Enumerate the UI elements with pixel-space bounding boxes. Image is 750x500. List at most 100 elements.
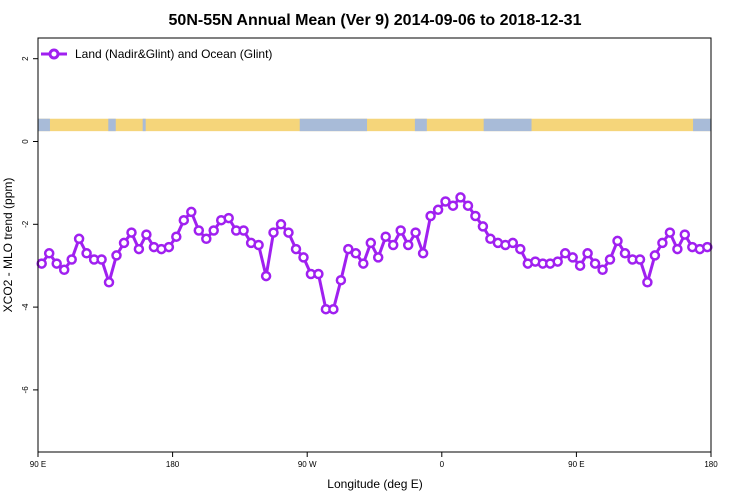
data-point <box>73 233 85 245</box>
data-point <box>455 192 466 203</box>
surface-type-strip <box>38 118 711 132</box>
series-layer <box>36 192 713 315</box>
data-point <box>417 248 429 259</box>
legend-marker-swatch <box>48 48 60 60</box>
data-point <box>559 248 571 259</box>
data-point <box>350 248 362 259</box>
data-point <box>402 239 414 251</box>
data-point <box>163 241 175 253</box>
data-point <box>372 252 384 263</box>
data-point <box>477 221 489 232</box>
data-point <box>260 270 272 282</box>
data-point <box>447 200 459 211</box>
data-point <box>66 254 77 265</box>
data-point <box>111 250 122 261</box>
data-point <box>335 274 347 286</box>
data-point <box>672 243 683 255</box>
x-axis-label: Longitude (deg E) <box>327 477 422 491</box>
data-point <box>358 258 369 269</box>
data-point <box>133 243 145 255</box>
data-point <box>193 225 205 236</box>
data-point <box>36 258 47 269</box>
x-tick-label: 180 <box>704 460 718 469</box>
data-point <box>470 210 481 222</box>
data-point <box>597 264 608 276</box>
data-point <box>283 227 294 238</box>
data-point <box>238 225 249 236</box>
data-point <box>290 243 302 255</box>
data-point <box>507 237 519 249</box>
data-point <box>410 227 421 238</box>
data-point <box>208 225 219 236</box>
data-point <box>328 303 339 315</box>
y-tick-label: -2 <box>21 220 30 228</box>
y-axis-label: XCO2 - MLO trend (ppm) <box>1 178 15 313</box>
x-tick-label: 0 <box>440 460 445 469</box>
data-point <box>201 233 212 245</box>
data-point <box>657 237 668 249</box>
data-point <box>141 229 152 240</box>
x-tick-label: 90 W <box>298 460 317 469</box>
y-tick-label: 2 <box>21 56 30 61</box>
data-point <box>702 241 713 253</box>
data-point <box>253 239 264 251</box>
data-point <box>343 243 354 255</box>
data-point <box>298 252 309 263</box>
data-point <box>96 254 107 265</box>
data-point <box>515 243 526 255</box>
strip-ocean-segment <box>142 118 146 132</box>
data-point <box>440 196 451 207</box>
data-point <box>58 264 70 276</box>
data-point <box>51 258 62 269</box>
y-tick-label: 0 <box>21 139 30 144</box>
data-point <box>380 231 391 242</box>
data-point <box>268 227 279 238</box>
legend: Land (Nadir&Glint) and Ocean (Glint) <box>41 47 272 61</box>
data-point <box>186 206 197 218</box>
strip-ocean-segment <box>483 118 532 132</box>
strip-land <box>38 118 711 132</box>
x-axis-ticks: 90 E 180 90 W 0 90 E 180 <box>30 452 718 469</box>
data-point <box>567 252 578 263</box>
data-point <box>275 219 287 230</box>
data-point <box>462 200 474 211</box>
x-tick-label: 180 <box>166 460 180 469</box>
data-point <box>642 277 653 288</box>
data-point <box>612 235 623 247</box>
data-point <box>604 254 616 265</box>
data-point <box>103 277 115 288</box>
data-point <box>589 258 601 269</box>
x-tick-label: 90 E <box>30 460 46 469</box>
data-point <box>649 250 661 261</box>
data-point <box>582 248 593 259</box>
data-point <box>118 237 130 249</box>
data-point <box>313 268 324 280</box>
data-point <box>574 260 586 271</box>
data-point <box>619 248 631 259</box>
data-point <box>43 248 55 259</box>
strip-ocean-segment <box>414 118 427 132</box>
x-tick-label: 90 E <box>568 460 584 469</box>
data-point <box>664 227 676 238</box>
y-axis-ticks: 2 0 -2 -4 -6 <box>21 56 38 394</box>
data-point <box>395 225 406 236</box>
data-point <box>425 210 436 222</box>
data-point <box>171 231 182 242</box>
chart-title: 50N-55N Annual Mean (Ver 9) 2014-09-06 t… <box>169 12 582 29</box>
data-point <box>679 229 691 240</box>
strip-ocean-segment <box>38 118 50 132</box>
data-point <box>365 237 377 249</box>
data-point <box>223 212 234 224</box>
data-point <box>552 256 563 267</box>
data-point <box>634 254 646 265</box>
data-point <box>387 239 399 251</box>
data-point <box>485 233 496 245</box>
strip-ocean-segment <box>299 118 368 132</box>
plot-frame <box>37 37 712 453</box>
data-point <box>178 214 190 226</box>
data-point <box>126 227 137 238</box>
strip-ocean-segment <box>693 118 711 132</box>
y-tick-label: -4 <box>21 303 30 311</box>
y-tick-label: -6 <box>21 386 30 394</box>
